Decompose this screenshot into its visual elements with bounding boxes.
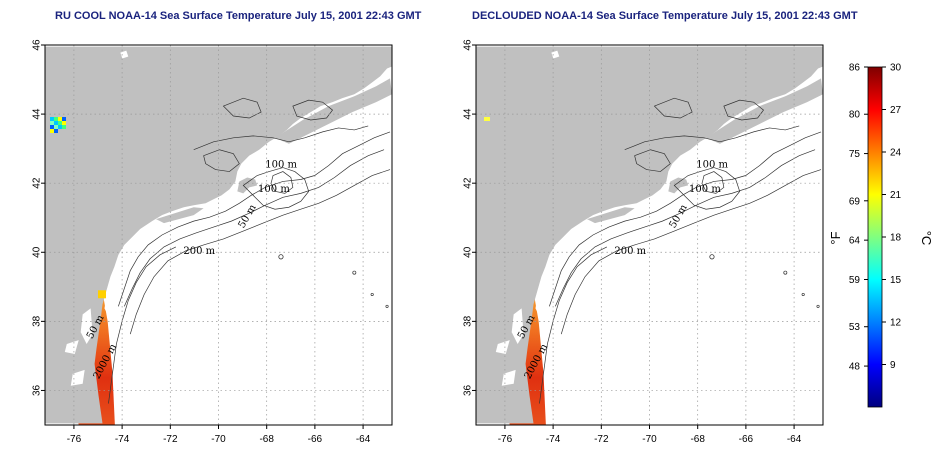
fahrenheit-unit-label: °F [828,231,843,244]
x-tick-label: -76 [67,434,82,445]
fahrenheit-tick-label: 64 [849,236,861,247]
fahrenheit-tick-label: 69 [849,196,861,207]
y-tick-label: 38 [463,315,474,327]
cloud-pixel [62,121,66,125]
isobath-label: 100 m [258,184,290,195]
fahrenheit-tick-label: 86 [849,63,861,74]
celsius-tick-label: 30 [890,63,902,74]
y-tick-label: 38 [32,315,43,327]
cloud-pixel [484,117,490,121]
celsius-tick-label: 15 [890,275,902,286]
x-tick-label: -72 [594,434,609,445]
x-tick-label: -70 [642,434,657,445]
y-tick-label: 40 [463,246,474,258]
map-panel-1: -76 -74 -72 -70 -68 -66 -64 36 38 40 42 44 46 100 m 10… [32,39,393,445]
cloud-pixel [54,121,58,125]
cloud-pixel [54,125,58,129]
x-tick-label: -64 [356,434,371,445]
celsius-unit-label: °C [919,231,934,246]
right-panel-title: DECLOUDED NOAA-14 Sea Surface Temperatur… [472,10,858,22]
isobath-label: 100 m [689,184,721,195]
colorbar-scale [867,66,883,408]
x-tick-label: -66 [308,434,323,445]
y-tick-label: 36 [463,384,474,396]
y-tick-label: 44 [32,108,43,120]
celsius-tick-label: 27 [890,105,902,116]
x-tick-label: -72 [163,434,178,445]
y-tick-label: 46 [463,39,474,51]
celsius-tick-label: 9 [890,360,896,371]
cloud-pixel [50,121,54,125]
cloud-pixel [50,117,54,121]
isobath-label: 200 m [183,246,215,257]
celsius-tick-label: 18 [890,233,902,244]
cloud-pixel [62,125,66,129]
fahrenheit-tick-label: 80 [849,110,861,121]
cloud-pixel [54,117,58,121]
x-tick-label: -68 [259,434,274,445]
cloud-pixel [54,129,58,133]
celsius-tick-label: 24 [890,148,902,159]
cloud-pixel [58,117,62,121]
cloud-pixel [58,125,62,129]
x-tick-label: -74 [115,434,130,445]
x-tick-label: -68 [690,434,705,445]
fahrenheit-tick-label: 75 [849,149,861,160]
y-tick-label: 42 [463,177,474,189]
celsius-tick-label: 21 [890,190,902,201]
cloud-pixel [98,290,107,299]
y-tick-label: 40 [32,246,43,258]
cloud-pixel [50,125,54,129]
isobath-label: 100 m [265,160,297,171]
x-tick-label: -70 [211,434,226,445]
fahrenheit-tick-label: 48 [849,362,861,373]
cloud-pixel [50,129,54,133]
y-tick-label: 42 [32,177,43,189]
cloud-pixel [58,121,62,125]
celsius-tick-label: 12 [890,318,902,329]
x-tick-label: -66 [739,434,754,445]
left-panel-title: RU COOL NOAA-14 Sea Surface Temperature … [55,10,422,22]
isobath-label: 100 m [696,160,728,171]
cloud-pixel [62,117,66,121]
x-tick-label: -64 [787,434,802,445]
x-tick-label: -76 [498,434,513,445]
fahrenheit-tick-label: 53 [849,322,861,333]
colorbar: 30 27 24 21 18 15 12 9 86 80 75 69 64 59 53 48 °F °C [828,63,934,408]
y-tick-label: 36 [32,384,43,396]
fahrenheit-tick-label: 59 [849,275,861,286]
x-tick-label: -74 [546,434,561,445]
map-panel-2: -76 -74 -72 -70 -68 -66 -64 36 38 40 42 44 46 100 m 10… [463,39,824,445]
y-tick-label: 44 [463,108,474,120]
isobath-label: 200 m [614,246,646,257]
y-tick-label: 46 [32,39,43,51]
